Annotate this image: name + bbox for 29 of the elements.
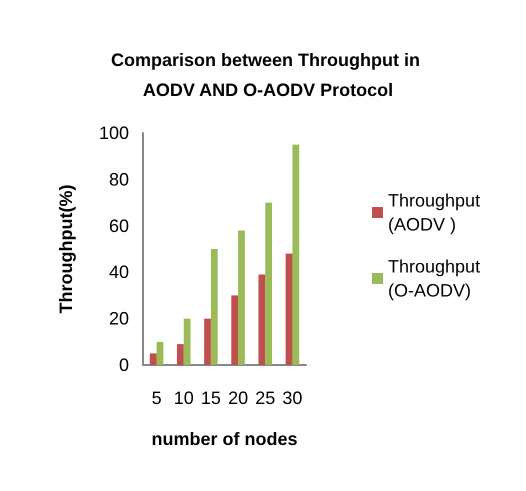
bar: [150, 353, 157, 365]
y-tick-label: 20: [108, 308, 129, 329]
y-tick-label: 100: [98, 123, 129, 143]
bar: [258, 274, 266, 365]
x-tick-label: 25: [255, 388, 276, 408]
legend-label: Throughput (O-AODV): [388, 256, 486, 300]
y-tick-label: 0: [118, 355, 129, 375]
y-axis-title: Throughput(%): [56, 184, 76, 314]
x-tick-label: 20: [228, 388, 248, 408]
bar: [204, 318, 211, 365]
y-tick-label: 40: [108, 262, 129, 282]
x-tick-label: 30: [282, 388, 302, 408]
x-tick-label: 10: [174, 388, 194, 408]
bar: [184, 318, 191, 365]
x-tick-label: 5: [152, 388, 162, 408]
bar: [176, 344, 184, 365]
bar: [286, 254, 292, 365]
bar: [265, 202, 272, 365]
bar: [156, 342, 164, 365]
x-tick-label: 15: [200, 388, 221, 408]
y-tick-label: 80: [108, 169, 129, 190]
legend-label: Throughput (AODV ): [388, 190, 486, 234]
bar: [210, 249, 218, 365]
y-tick-label: 60: [108, 216, 129, 236]
chart-title: Comparison between Throughput in AODV AND O-AODV Protocol: [111, 50, 425, 100]
bar: [292, 144, 300, 365]
x-axis-title: number of nodes: [151, 429, 298, 449]
bar: [231, 295, 238, 365]
bar: [238, 230, 245, 365]
